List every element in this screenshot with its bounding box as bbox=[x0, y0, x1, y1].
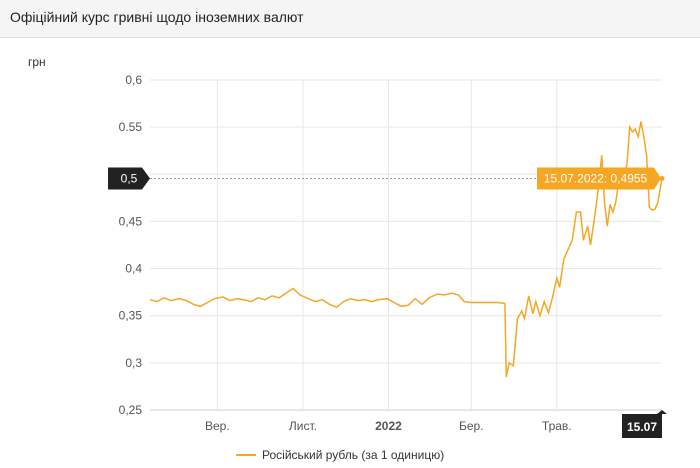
crosshair: 0,5 15.07 bbox=[108, 167, 667, 438]
y-tick-label: 0,3 bbox=[125, 356, 142, 370]
tooltip-box bbox=[537, 167, 661, 190]
x-tick-label: Лист. bbox=[289, 419, 317, 433]
crosshair-x-badge bbox=[622, 410, 667, 438]
x-tick-label: Бер. bbox=[459, 419, 484, 433]
value-tooltip: 15.07.2022: 0,4955 bbox=[537, 167, 665, 190]
y-axis-ticks: 0,6 0.55 0,45 0,4 0,35 0,3 0,25 bbox=[119, 73, 143, 417]
series-line-rub[interactable] bbox=[149, 121, 663, 378]
chart-header: Офіційний курс гривні щодо іноземних вал… bbox=[0, 0, 700, 38]
grid-lines bbox=[150, 79, 662, 411]
y-tick-label: 0,35 bbox=[119, 309, 143, 323]
y-tick-label: 0.55 bbox=[119, 120, 143, 134]
chart-title: Офіційний курс гривні щодо іноземних вал… bbox=[10, 9, 304, 25]
x-tick-label: Трав. bbox=[542, 419, 572, 433]
legend-label[interactable]: Російський рубль (за 1 одиницю) bbox=[262, 448, 444, 462]
crosshair-y-label: 0,5 bbox=[121, 172, 138, 186]
y-axis-unit: грн bbox=[28, 55, 46, 69]
x-axis-ticks: Вер. Лист. 2022 Бер. Трав. bbox=[205, 419, 572, 433]
x-tick-label: Вер. bbox=[205, 419, 230, 433]
y-tick-label: 0,45 bbox=[119, 214, 143, 228]
hover-point bbox=[659, 176, 665, 182]
crosshair-y-badge bbox=[108, 167, 150, 190]
crosshair-x-label: 15.07 bbox=[627, 420, 657, 434]
legend[interactable]: Російський рубль (за 1 одиницю) bbox=[236, 448, 444, 462]
tooltip-text: 15.07.2022: 0,4955 bbox=[544, 172, 648, 186]
y-tick-label: 0,4 bbox=[125, 262, 142, 276]
y-tick-label: 0,25 bbox=[119, 403, 143, 417]
y-tick-label: 0,6 bbox=[125, 73, 142, 87]
x-tick-label: 2022 bbox=[375, 419, 402, 433]
